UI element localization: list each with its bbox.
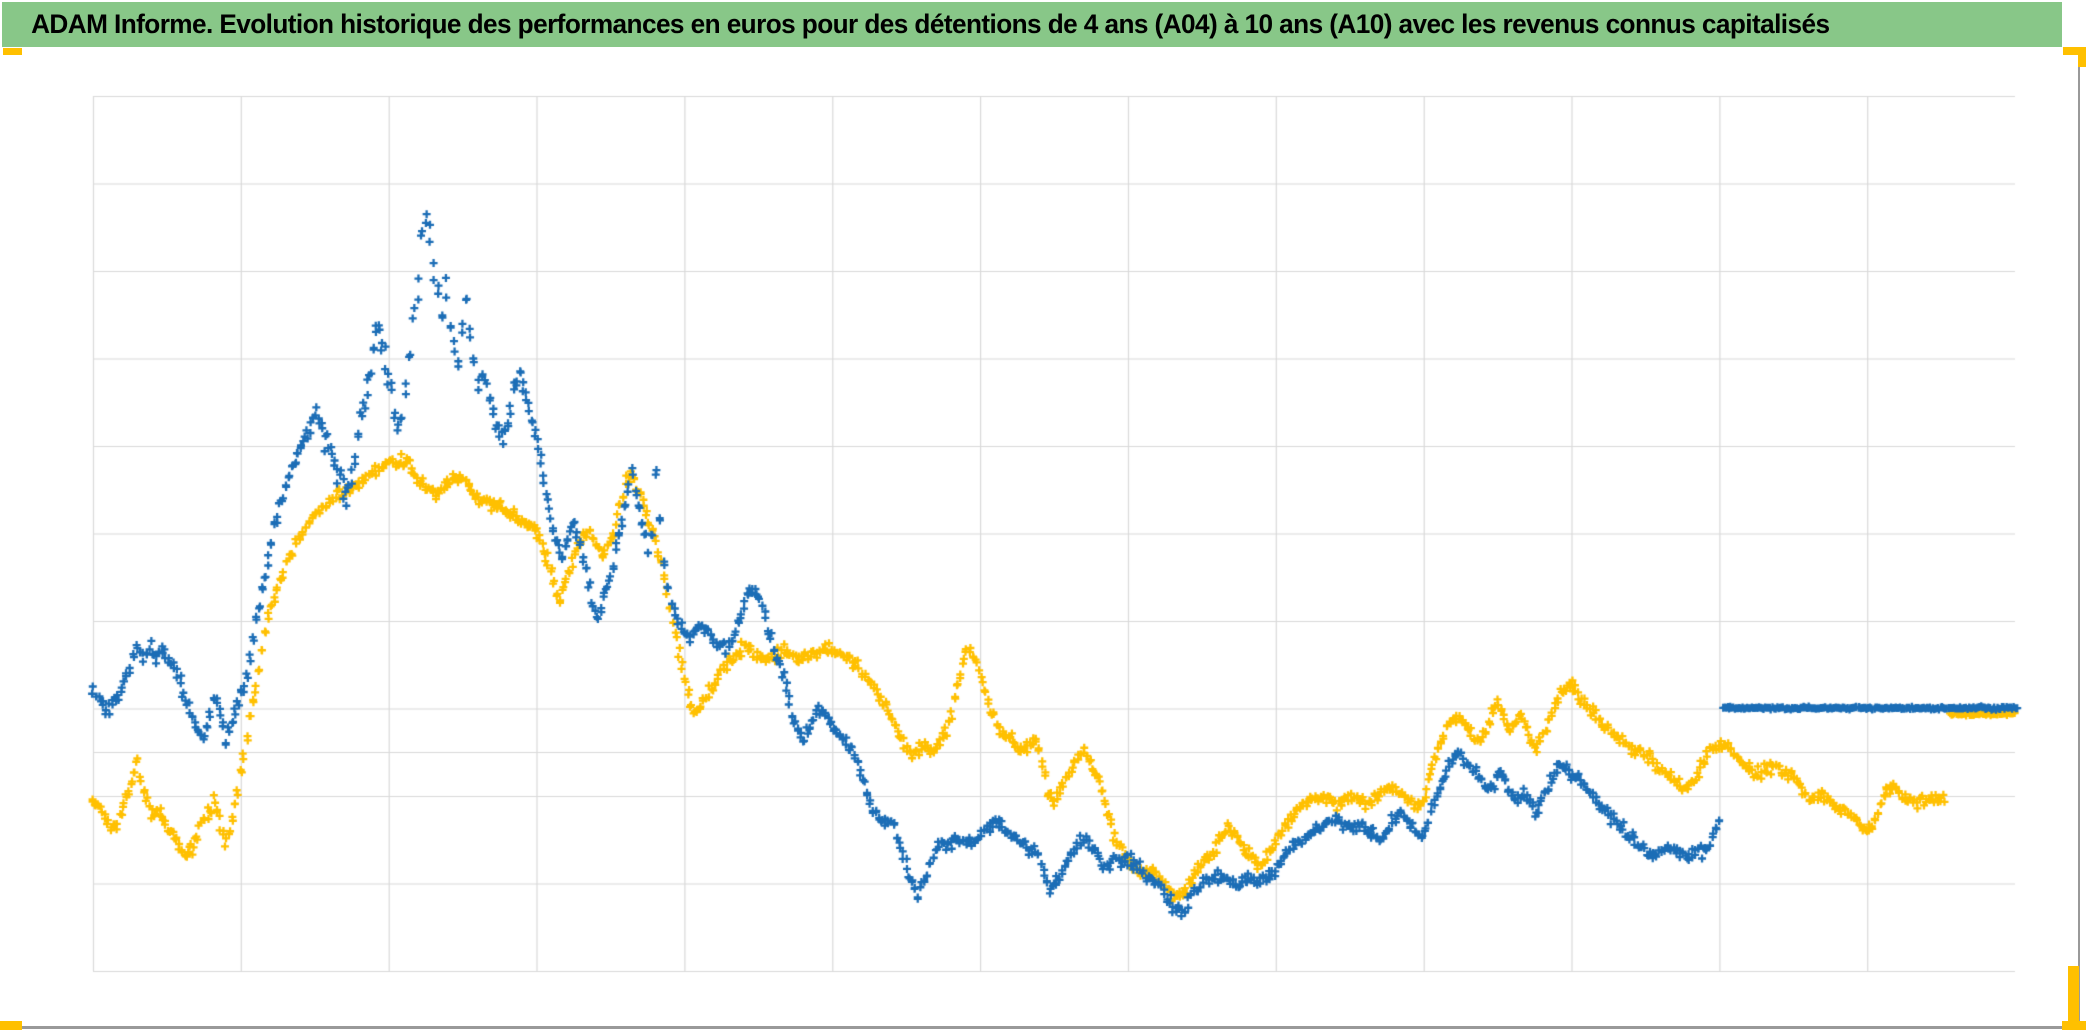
accent-top-right-v [2078, 47, 2086, 67]
accent-bottom-right-v [2068, 966, 2079, 1022]
accent-top-left [3, 48, 22, 55]
accent-bottom-right-h [2062, 1021, 2086, 1030]
accent-bottom-left [0, 1021, 22, 1030]
sheet-border-right [2078, 47, 2080, 1027]
title-bar: ADAM Informe. Evolution historique des p… [2, 2, 2062, 47]
accent-top-right-h [2063, 47, 2086, 55]
sheet-border-bottom [0, 1026, 2086, 1029]
chart-title: ADAM Informe. Evolution historique des p… [31, 9, 1830, 39]
